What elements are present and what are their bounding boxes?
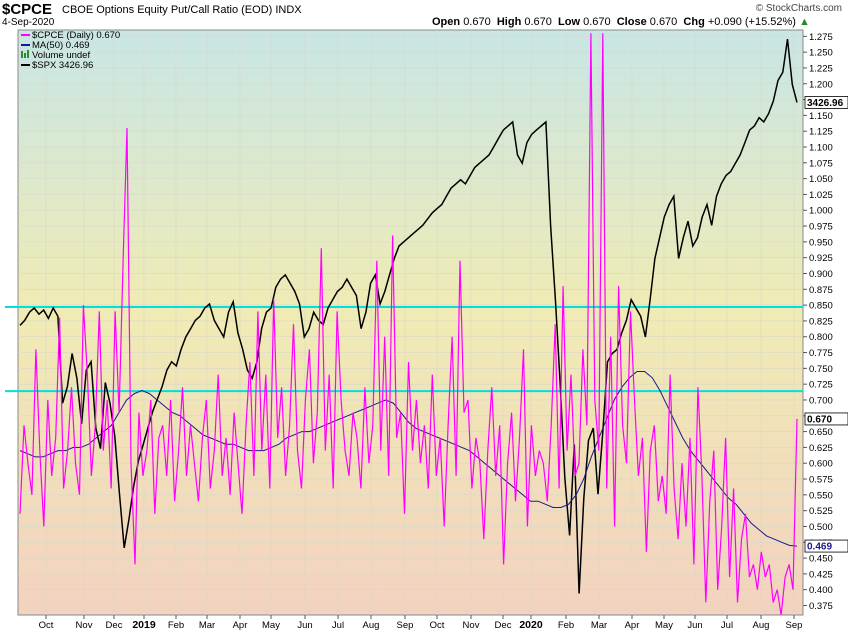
open-label: Open xyxy=(432,16,461,28)
x-tick-label: Jun xyxy=(297,620,312,631)
high-value: 0.670 xyxy=(524,16,552,28)
x-tick-label: Apr xyxy=(625,620,640,631)
y-tick-label: 0.775 xyxy=(809,348,833,359)
x-tick-label: 2020 xyxy=(519,619,543,631)
y-tick-label: 0.425 xyxy=(809,569,833,580)
x-tick-label: May xyxy=(655,620,673,631)
y-tick-label: 1.025 xyxy=(809,190,833,201)
x-tick-label: Aug xyxy=(363,620,380,631)
series-group xyxy=(19,33,798,616)
x-tick-label: Apr xyxy=(233,620,248,631)
y-tick-label: 0.825 xyxy=(809,316,833,327)
x-tick-label: Dec xyxy=(106,620,123,631)
exchange-text: INDX xyxy=(275,4,302,16)
x-tick-label: Sep xyxy=(786,620,803,631)
x-tick-label: May xyxy=(262,620,280,631)
symbol-title: $CPCE xyxy=(2,1,53,18)
y-tick-label: 0.625 xyxy=(809,443,833,454)
y-tick-label: 0.875 xyxy=(809,285,833,296)
y-tick-label: 0.375 xyxy=(809,601,833,612)
y-tick-label: 0.600 xyxy=(809,459,833,470)
y-tick-label: 0.500 xyxy=(809,522,833,533)
brand-watermark: © StockCharts.com xyxy=(755,3,842,14)
y-tick-label: 1.250 xyxy=(809,48,833,59)
spx-last-label-box xyxy=(804,96,848,109)
spx-last-label: 3426.96 xyxy=(807,98,844,109)
x-tick-label: Mar xyxy=(591,620,607,631)
y-tick-label: 1.125 xyxy=(809,127,833,138)
y-tick-label: 0.800 xyxy=(809,332,833,343)
y-tick-label: 0.450 xyxy=(809,554,833,565)
volume-bars-icon xyxy=(24,53,26,58)
legend-entry: Volume undef xyxy=(32,50,90,61)
y-tick-label: 1.075 xyxy=(809,158,833,169)
chg-label: Chg xyxy=(683,16,705,28)
ma-last-label-box xyxy=(804,539,848,553)
chart-header: $CPCE CBOE Options Equity Put/Call Ratio… xyxy=(0,0,848,30)
legend-entry: MA(50) 0.469 xyxy=(32,40,90,51)
y-tick-label: 1.000 xyxy=(809,206,833,217)
y-tick-label: 1.150 xyxy=(809,111,833,122)
y-tick-label: 1.050 xyxy=(809,174,833,185)
last-value-labels: 3426.96 0.670 0.469 xyxy=(804,96,848,553)
legend-entry: $CPCE (Daily) 0.670 xyxy=(32,30,120,41)
y-tick-label: 0.700 xyxy=(809,395,833,406)
y-tick-label: 1.225 xyxy=(809,63,833,74)
cpce-line xyxy=(19,33,798,616)
chart-date: 4-Sep-2020 xyxy=(2,17,55,28)
high-label: High xyxy=(496,16,522,28)
y-tick-label: 0.850 xyxy=(809,301,833,312)
volume-bars-icon xyxy=(21,51,23,58)
ma-last-label: 0.469 xyxy=(807,542,832,553)
x-tick-label: Nov xyxy=(463,620,480,631)
x-tick-label: Jun xyxy=(687,620,702,631)
y-tick-label: 1.100 xyxy=(809,143,833,154)
x-axis: Oct Nov Dec 2019 Feb Mar Apr May Jun Jul Aug Sep Oct… xyxy=(39,615,803,631)
low-label: Low xyxy=(558,16,581,28)
x-tick-label: Dec xyxy=(495,620,512,631)
x-tick-label: Oct xyxy=(430,620,445,631)
y-tick-label: 0.525 xyxy=(809,506,833,517)
x-tick-label: Sep xyxy=(397,620,414,631)
y-tick-label: 0.950 xyxy=(809,237,833,248)
y-tick-label: 0.550 xyxy=(809,490,833,501)
ma50-line xyxy=(19,371,798,547)
ohlc-readout: Open 0.670 High 0.670 Low 0.670 Close 0.… xyxy=(432,16,810,28)
x-tick-label: Mar xyxy=(199,620,215,631)
x-tick-label: Aug xyxy=(753,620,770,631)
cpce-last-label: 0.670 xyxy=(807,414,832,425)
y-tick-label: 0.900 xyxy=(809,269,833,280)
y-tick-label: 0.575 xyxy=(809,475,833,486)
close-label: Close xyxy=(616,16,647,28)
y-axis: 1.2751.2501.2251.2001.1751.1501.1251.100… xyxy=(803,32,833,612)
y-tick-label: 0.975 xyxy=(809,222,833,233)
volume-bars-icon xyxy=(27,50,29,58)
y-tick-label: 1.200 xyxy=(809,79,833,90)
y-tick-label: 0.650 xyxy=(809,427,833,438)
y-tick-label: 0.725 xyxy=(809,380,833,391)
legend-entry: $SPX 3426.96 xyxy=(32,60,93,71)
chg-value: +0.090 (+15.52%) xyxy=(707,16,796,28)
x-tick-label: Oct xyxy=(39,620,54,631)
x-tick-label: Feb xyxy=(558,620,574,631)
low-value: 0.670 xyxy=(583,16,611,28)
y-tick-label: 0.925 xyxy=(809,253,833,264)
y-tick-label: 0.400 xyxy=(809,585,833,596)
x-tick-label: Jul xyxy=(332,620,344,631)
x-tick-label: Nov xyxy=(76,620,93,631)
x-tick-label: 2019 xyxy=(132,619,156,631)
plot-area xyxy=(17,29,804,616)
y-tick-label: 0.750 xyxy=(809,364,833,375)
x-tick-label: Feb xyxy=(168,620,184,631)
cpce-last-label-box xyxy=(804,412,848,426)
y-tick-label: 1.275 xyxy=(809,32,833,43)
symbol-description: CBOE Options Equity Put/Call Ratio (EOD)… xyxy=(62,4,302,16)
up-arrow-icon: ▲ xyxy=(799,16,810,28)
x-tick-label: Jul xyxy=(721,620,733,631)
close-value: 0.670 xyxy=(649,16,678,28)
description-text: CBOE Options Equity Put/Call Ratio (EOD) xyxy=(62,4,273,16)
open-value: 0.670 xyxy=(463,16,491,28)
